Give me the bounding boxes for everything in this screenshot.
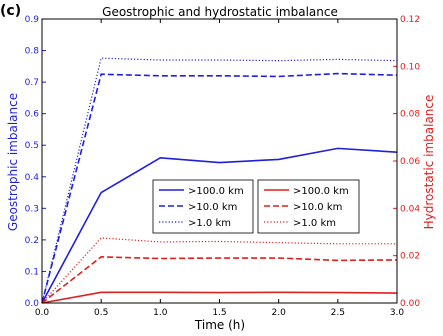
x-axis-label: Time (h) (194, 318, 245, 332)
y-left-tick-label: 0.3 (25, 204, 39, 214)
legend-right: >100.0 km >10.0 km >1.0 km (258, 180, 359, 233)
chart-title: Geostrophic and hydrostatic imbalance (102, 5, 338, 19)
y-right-tick-label: 0.06 (400, 157, 420, 167)
x-tick-label: 1.5 (212, 308, 226, 318)
x-tick-label: 2.5 (331, 308, 345, 318)
y-left-tick-label: 0.5 (25, 141, 39, 151)
y-axis-label-right: Hydrostatic imbalance (422, 95, 436, 230)
y-left-tick-label: 0.9 (25, 15, 40, 25)
y-left-tick-label: 0.2 (25, 236, 39, 246)
legend-left: >100.0 km >10.0 km >1.0 km (153, 180, 253, 233)
y-right-tick-label: 0.08 (400, 110, 420, 120)
y-left-tick-label: 0.4 (25, 173, 40, 183)
x-tick-label: 0.0 (35, 308, 50, 318)
y-right-tick-label: 0.04 (400, 204, 420, 214)
y-left-tick-label: 0.1 (25, 267, 39, 277)
y-right-tick-label: 0.00 (400, 299, 420, 309)
y-left-tick-label: 0.0 (25, 299, 40, 309)
y-axis-label-left: Geostrophic imbalance (6, 93, 20, 231)
legend-entry-label: >10.0 km (293, 202, 342, 213)
x-tick-label: 0.5 (94, 308, 108, 318)
legend-entry-label: >1.0 km (188, 218, 231, 229)
y-left-tick-label: 0.8 (25, 47, 40, 57)
y-left-tick-label: 0.7 (25, 78, 39, 88)
x-tick-label: 1.0 (153, 308, 168, 318)
legend-entry-label: >100.0 km (293, 186, 349, 197)
panel-label: (c) (0, 3, 21, 19)
x-tick-label: 3.0 (390, 308, 405, 318)
x-tick-label: 2.0 (272, 308, 287, 318)
y-right-tick-label: 0.02 (400, 252, 420, 262)
y-right-tick-label: 0.10 (400, 62, 420, 72)
legend-entry-label: >100.0 km (188, 186, 244, 197)
legend-entry-label: >1.0 km (293, 218, 336, 229)
series-line-right-dashed-100km (42, 257, 397, 303)
plot-area: 0.0 0.5 1.0 1.5 2.0 2.5 3.0 0.0 0.1 0.2 0.3 0.4 0.5 0… (25, 15, 421, 318)
y-right-tick-label: 0.12 (400, 15, 420, 25)
legend-entry-label: >10.0 km (188, 202, 237, 213)
y-left-tick-label: 0.6 (25, 110, 40, 120)
